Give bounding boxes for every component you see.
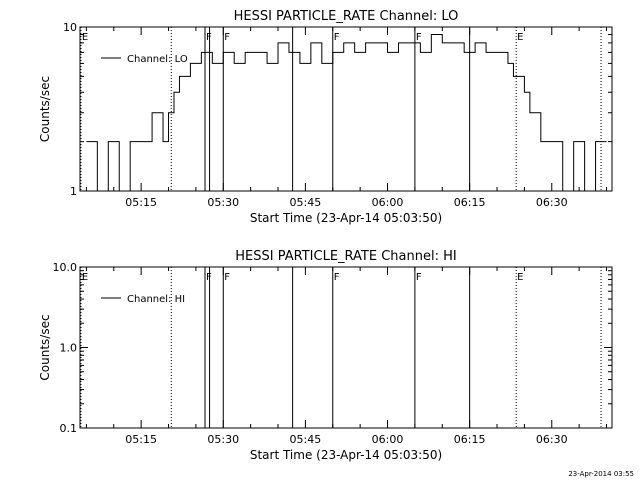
y-tick-label: 1.0 — [60, 342, 78, 355]
y-axis-label: Counts/sec — [38, 76, 52, 142]
plot-frame — [79, 26, 613, 192]
x-tick-label: 06:00 — [372, 196, 404, 209]
event-marker-label: F — [206, 32, 212, 43]
event-marker-label: F — [334, 32, 340, 43]
x-axis-label: Start Time (23-Apr-14 05:03:50) — [250, 211, 442, 225]
legend-label: Channel: HI — [127, 294, 185, 305]
y-axis-label: Counts/sec — [38, 314, 52, 380]
x-tick-label: 06:00 — [372, 433, 404, 446]
event-marker-label: F — [224, 32, 230, 43]
plot-frame — [79, 266, 613, 429]
event-marker-label: F — [206, 272, 212, 283]
event-marker-label: E — [82, 272, 88, 283]
plot-title: HESSI PARTICLE_RATE Channel: LO — [234, 9, 459, 24]
y-tick-label: 10.0 — [53, 261, 78, 274]
event-marker-label: F — [416, 32, 422, 43]
y-tick-label: 10 — [63, 21, 77, 34]
event-marker-label: F — [334, 272, 340, 283]
x-tick-label: 05:15 — [125, 196, 157, 209]
plot-panel-2 — [79, 266, 613, 429]
generation-timestamp: 23-Apr-2014 03:55 — [568, 470, 634, 478]
x-tick-label: 05:15 — [125, 433, 157, 446]
event-marker-label: E — [517, 272, 523, 283]
x-tick-label: 06:30 — [536, 433, 568, 446]
legend-label: Channel: LO — [127, 54, 188, 65]
plot-title: HESSI PARTICLE_RATE Channel: HI — [235, 249, 456, 264]
y-tick-label: 0.1 — [60, 422, 78, 435]
x-tick-label: 06:30 — [536, 196, 568, 209]
x-tick-label: 05:30 — [207, 196, 239, 209]
event-marker-label: E — [82, 32, 88, 43]
series-line-1 — [86, 34, 607, 192]
y-tick-label: 1 — [70, 185, 77, 198]
x-axis-label: Start Time (23-Apr-14 05:03:50) — [250, 448, 442, 462]
x-tick-label: 05:45 — [290, 196, 322, 209]
event-marker-label: F — [224, 272, 230, 283]
x-tick-label: 06:15 — [454, 433, 486, 446]
plot-panel-1 — [79, 26, 613, 192]
x-tick-label: 06:15 — [454, 196, 486, 209]
x-tick-label: 05:30 — [207, 433, 239, 446]
event-marker-label: E — [517, 32, 523, 43]
event-marker-label: F — [416, 272, 422, 283]
x-tick-label: 05:45 — [290, 433, 322, 446]
